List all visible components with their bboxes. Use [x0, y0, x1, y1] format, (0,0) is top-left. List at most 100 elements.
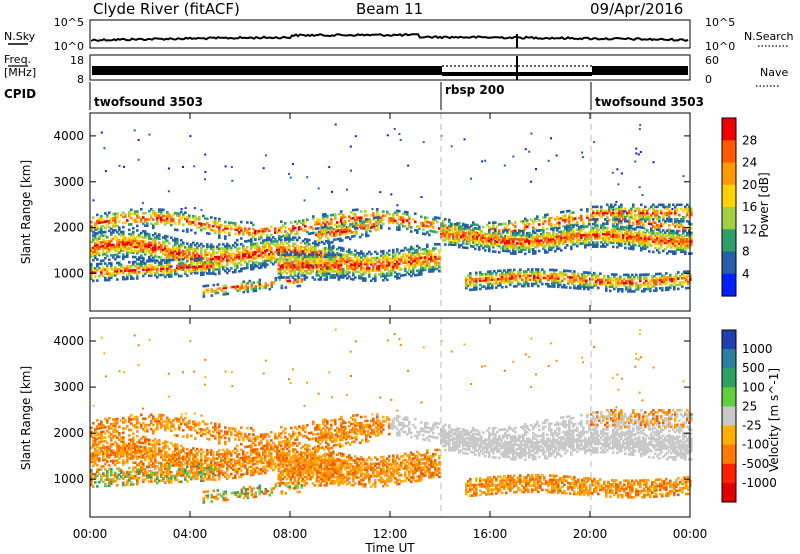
power-cell [434, 267, 437, 271]
power-cell [154, 236, 157, 239]
power-cell [412, 270, 415, 273]
power-cell [102, 253, 105, 256]
power-cell [634, 213, 637, 217]
power-cell [289, 263, 293, 267]
power-cell [442, 221, 445, 225]
power-cell [248, 253, 251, 257]
power-cell [156, 259, 159, 263]
power-cell [126, 251, 129, 254]
power-cell [192, 214, 195, 218]
power-cell [324, 257, 327, 260]
power-cell [681, 283, 684, 286]
power-cell [134, 260, 137, 264]
power-cell [182, 223, 185, 226]
power-cell [624, 228, 627, 231]
power-cell [572, 243, 575, 246]
power-cell [669, 278, 672, 281]
power-cell [110, 272, 113, 275]
power-cell [218, 263, 221, 267]
power-cell [582, 233, 585, 237]
power-cell [154, 212, 157, 215]
power-cell [666, 205, 669, 209]
power-cell [418, 263, 421, 266]
power-cell [510, 246, 513, 249]
power-cell [579, 281, 582, 284]
power-cell [96, 239, 99, 243]
power-cell [504, 249, 507, 253]
power-cell [414, 261, 417, 265]
power-cell [630, 235, 633, 238]
power-cell [654, 234, 657, 237]
power-cell [612, 231, 615, 234]
power-cell [604, 210, 607, 213]
power-cell [646, 229, 649, 232]
power-cell [354, 255, 357, 259]
power-cell [623, 283, 626, 287]
power-cell [364, 279, 367, 282]
power-cell [331, 251, 335, 254]
power-cell [674, 231, 677, 235]
power-cell [220, 251, 223, 255]
power-cell [305, 259, 309, 263]
power-cell [424, 260, 427, 263]
power-cell [126, 267, 129, 270]
power-cell [146, 224, 149, 227]
power-cell [610, 235, 613, 238]
power-cell [554, 239, 557, 243]
power-cell [504, 222, 507, 226]
power-cell [690, 213, 693, 217]
power-cell [603, 274, 606, 278]
power-cell [130, 271, 133, 274]
power-cell [102, 220, 105, 224]
power-cell [254, 231, 257, 235]
power-cell [230, 260, 233, 264]
power-cell [104, 272, 107, 276]
power-cell [180, 259, 183, 263]
power-cell [594, 245, 597, 248]
power-cell [660, 241, 663, 244]
power-cell [148, 268, 151, 271]
power-cell [327, 270, 331, 273]
power-cell [278, 226, 281, 230]
power-cell [336, 252, 339, 255]
power-cell [144, 250, 147, 254]
power-cell [638, 211, 641, 215]
power-cell [256, 254, 259, 258]
power-cell [513, 278, 516, 282]
power-cell [642, 211, 645, 215]
power-cell [584, 225, 587, 228]
power-cell [573, 280, 576, 284]
power-cell [242, 244, 245, 248]
power-cell [670, 209, 673, 213]
power-cell [212, 251, 215, 255]
power-cell [673, 275, 676, 279]
power-cell [564, 216, 567, 220]
power-cell [532, 235, 535, 239]
power-cell [675, 273, 678, 276]
power-cell [262, 239, 265, 242]
power-cell [333, 265, 337, 269]
power-cell [317, 270, 321, 273]
power-cell [676, 207, 679, 211]
power-cell [294, 255, 297, 258]
power-cell [302, 221, 305, 224]
power-cell [144, 220, 147, 223]
power-cell [655, 283, 658, 286]
power-cell [504, 237, 507, 240]
power-cell [330, 222, 333, 225]
power-cell [323, 259, 327, 263]
power-cell [240, 282, 244, 286]
power-cell [480, 236, 483, 239]
power-cell [319, 232, 322, 236]
power-cell [272, 281, 276, 284]
power-cell [240, 237, 243, 240]
power-cell [641, 290, 644, 293]
power-cell [464, 242, 467, 245]
power-cell [544, 234, 547, 238]
power-cell [627, 279, 630, 283]
power-cell [214, 289, 218, 293]
power-cell [200, 257, 203, 260]
power-cell [614, 218, 617, 221]
power-cell [122, 265, 125, 269]
power-cell [655, 287, 658, 290]
